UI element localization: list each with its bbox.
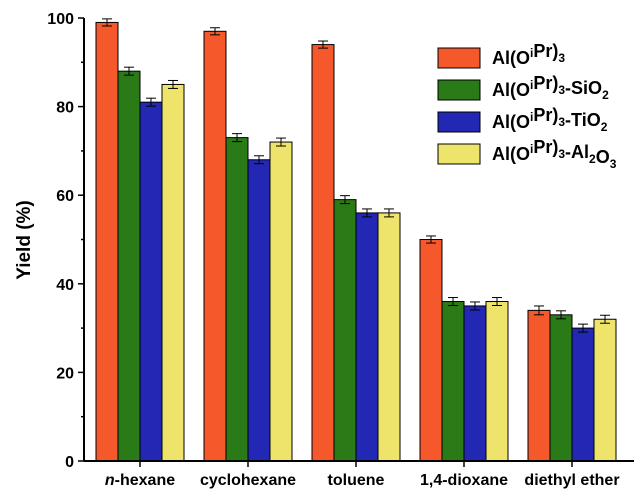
x-tick-label-text-part: 1,4-dioxane bbox=[420, 472, 508, 489]
bar-s3-c4 bbox=[593, 318, 617, 462]
legend-label-2: Al(OiPr)3-TiO2 bbox=[492, 105, 608, 134]
axes-group: 0 20 40 60 80 100 n-hexane cyclohexane toluene 1,… bbox=[47, 11, 634, 489]
bar-s1-c3 bbox=[441, 301, 465, 462]
bar-s3-c0 bbox=[161, 83, 185, 462]
bar-s2-c3 bbox=[463, 305, 487, 462]
legend-swatch-1 bbox=[437, 79, 481, 101]
bar-s0-c3 bbox=[419, 239, 443, 462]
x-tick-label-2: toluene bbox=[328, 472, 385, 489]
x-tick-label-text-part: cyclohexane bbox=[200, 472, 296, 489]
x-tick-label-0: n-hexane bbox=[105, 472, 175, 489]
bar-s3-c2 bbox=[377, 212, 401, 462]
x-tick-label-text-part: -hexane bbox=[115, 472, 176, 489]
bar-s2-c2 bbox=[355, 212, 379, 462]
x-tick-label-4: diethyl ether bbox=[524, 472, 619, 489]
bar-s0-c0 bbox=[95, 21, 119, 462]
bar-s2-c1 bbox=[247, 159, 271, 462]
bar-s3-c3 bbox=[485, 301, 509, 462]
bar-s3-c1 bbox=[269, 141, 293, 462]
y-tick-label-0: 0 bbox=[65, 454, 74, 471]
legend-swatch-0 bbox=[437, 47, 481, 69]
x-tick-label-1: cyclohexane bbox=[200, 472, 296, 489]
x-tick-label-italic-part: n bbox=[105, 472, 115, 489]
legend-swatch-3 bbox=[437, 143, 481, 165]
bar-s1-c2 bbox=[333, 199, 357, 462]
y-axis-title: Yield (%) bbox=[14, 200, 35, 280]
y-tick-label-20: 20 bbox=[56, 365, 74, 382]
legend: Al(OiPr)3 Al(OiPr)3-SiO2 Al(OiPr)3-TiO2 Al(… bbox=[437, 41, 617, 171]
legend-label-1: Al(OiPr)3-SiO2 bbox=[492, 73, 609, 102]
y-tick-label-60: 60 bbox=[56, 188, 74, 205]
error-bars-group bbox=[102, 18, 610, 333]
bar-s0-c1 bbox=[203, 30, 227, 462]
y-tick-label-100: 100 bbox=[47, 11, 74, 28]
legend-label-3: Al(OiPr)3-Al2O3 bbox=[492, 137, 617, 171]
x-tick-label-3: 1,4-dioxane bbox=[420, 472, 508, 489]
bar-s0-c4 bbox=[527, 309, 551, 462]
bar-s2-c0 bbox=[139, 101, 163, 462]
y-tick-label-40: 40 bbox=[56, 277, 74, 294]
x-tick-label-text-part: diethyl ether bbox=[524, 472, 619, 489]
bar-s0-c2 bbox=[311, 44, 335, 462]
bars-group bbox=[95, 21, 617, 462]
bar-s1-c4 bbox=[549, 314, 573, 462]
y-tick-label-80: 80 bbox=[56, 100, 74, 117]
bar-s1-c1 bbox=[225, 137, 249, 462]
legend-swatch-2 bbox=[437, 111, 481, 133]
legend-label-0: Al(OiPr)3 bbox=[492, 41, 565, 68]
x-tick-label-text-part: toluene bbox=[328, 472, 385, 489]
bar-s2-c4 bbox=[571, 327, 595, 462]
bar-s1-c0 bbox=[117, 70, 141, 462]
